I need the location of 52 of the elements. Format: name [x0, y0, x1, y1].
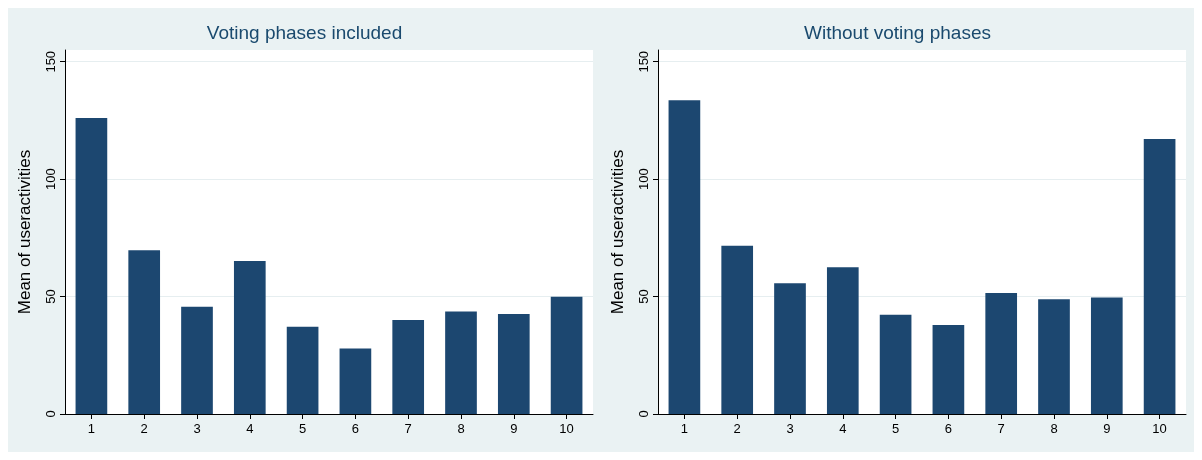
x-tick-label: 4	[839, 421, 847, 436]
y-tick-label: 150	[43, 50, 58, 73]
bar	[181, 306, 213, 414]
x-tick-label: 3	[786, 421, 794, 436]
y-tick-label: 0	[43, 410, 58, 418]
x-tick-label: 6	[944, 421, 953, 436]
x-tick-label: 1	[680, 421, 689, 436]
x-tick-label: 8	[457, 421, 465, 436]
y-tick-label: 100	[636, 168, 651, 191]
x-tick-label: 5	[891, 421, 900, 436]
x-tick-label: 4	[246, 421, 254, 436]
x-tick-label: 9	[1103, 421, 1111, 436]
x-tick-label: 1	[87, 421, 96, 436]
bar	[1038, 299, 1070, 414]
y-axis-title: Mean of useractivities	[608, 149, 627, 315]
bar	[75, 118, 108, 414]
bar	[985, 293, 1018, 414]
bar	[550, 296, 583, 414]
bar	[128, 250, 161, 414]
bar	[879, 314, 912, 414]
x-tick-label: 8	[1050, 421, 1058, 436]
bar	[392, 320, 425, 414]
x-tick-label: 3	[193, 421, 201, 436]
bar	[1090, 297, 1123, 414]
y-tick-label: 50	[636, 289, 651, 304]
y-axis-title: Mean of useractivities	[15, 149, 34, 315]
bar	[339, 348, 372, 414]
x-tick-label: 10	[559, 421, 574, 436]
y-tick-label: 150	[636, 50, 651, 73]
x-tick-label: 5	[298, 421, 307, 436]
x-tick-label: 7	[997, 421, 1005, 436]
x-tick-label: 6	[351, 421, 360, 436]
bar	[774, 283, 806, 414]
y-tick-label: 0	[636, 410, 651, 418]
y-tick-label: 50	[43, 289, 58, 304]
bar	[826, 267, 859, 414]
bar	[445, 311, 477, 414]
chart-title: Without voting phases	[804, 22, 991, 43]
x-tick-label: 10	[1152, 421, 1167, 436]
chart-title: Voting phases included	[206, 22, 403, 43]
x-tick-label: 9	[510, 421, 518, 436]
bar	[721, 245, 754, 414]
y-tick-label: 100	[43, 168, 58, 191]
bar	[932, 325, 965, 414]
x-tick-label: 2	[140, 421, 148, 436]
bar	[233, 261, 266, 414]
x-tick-label: 2	[733, 421, 741, 436]
bar	[497, 313, 530, 414]
x-tick-label: 7	[404, 421, 412, 436]
bar	[668, 100, 701, 414]
bar	[286, 326, 319, 414]
bar	[1143, 139, 1176, 414]
